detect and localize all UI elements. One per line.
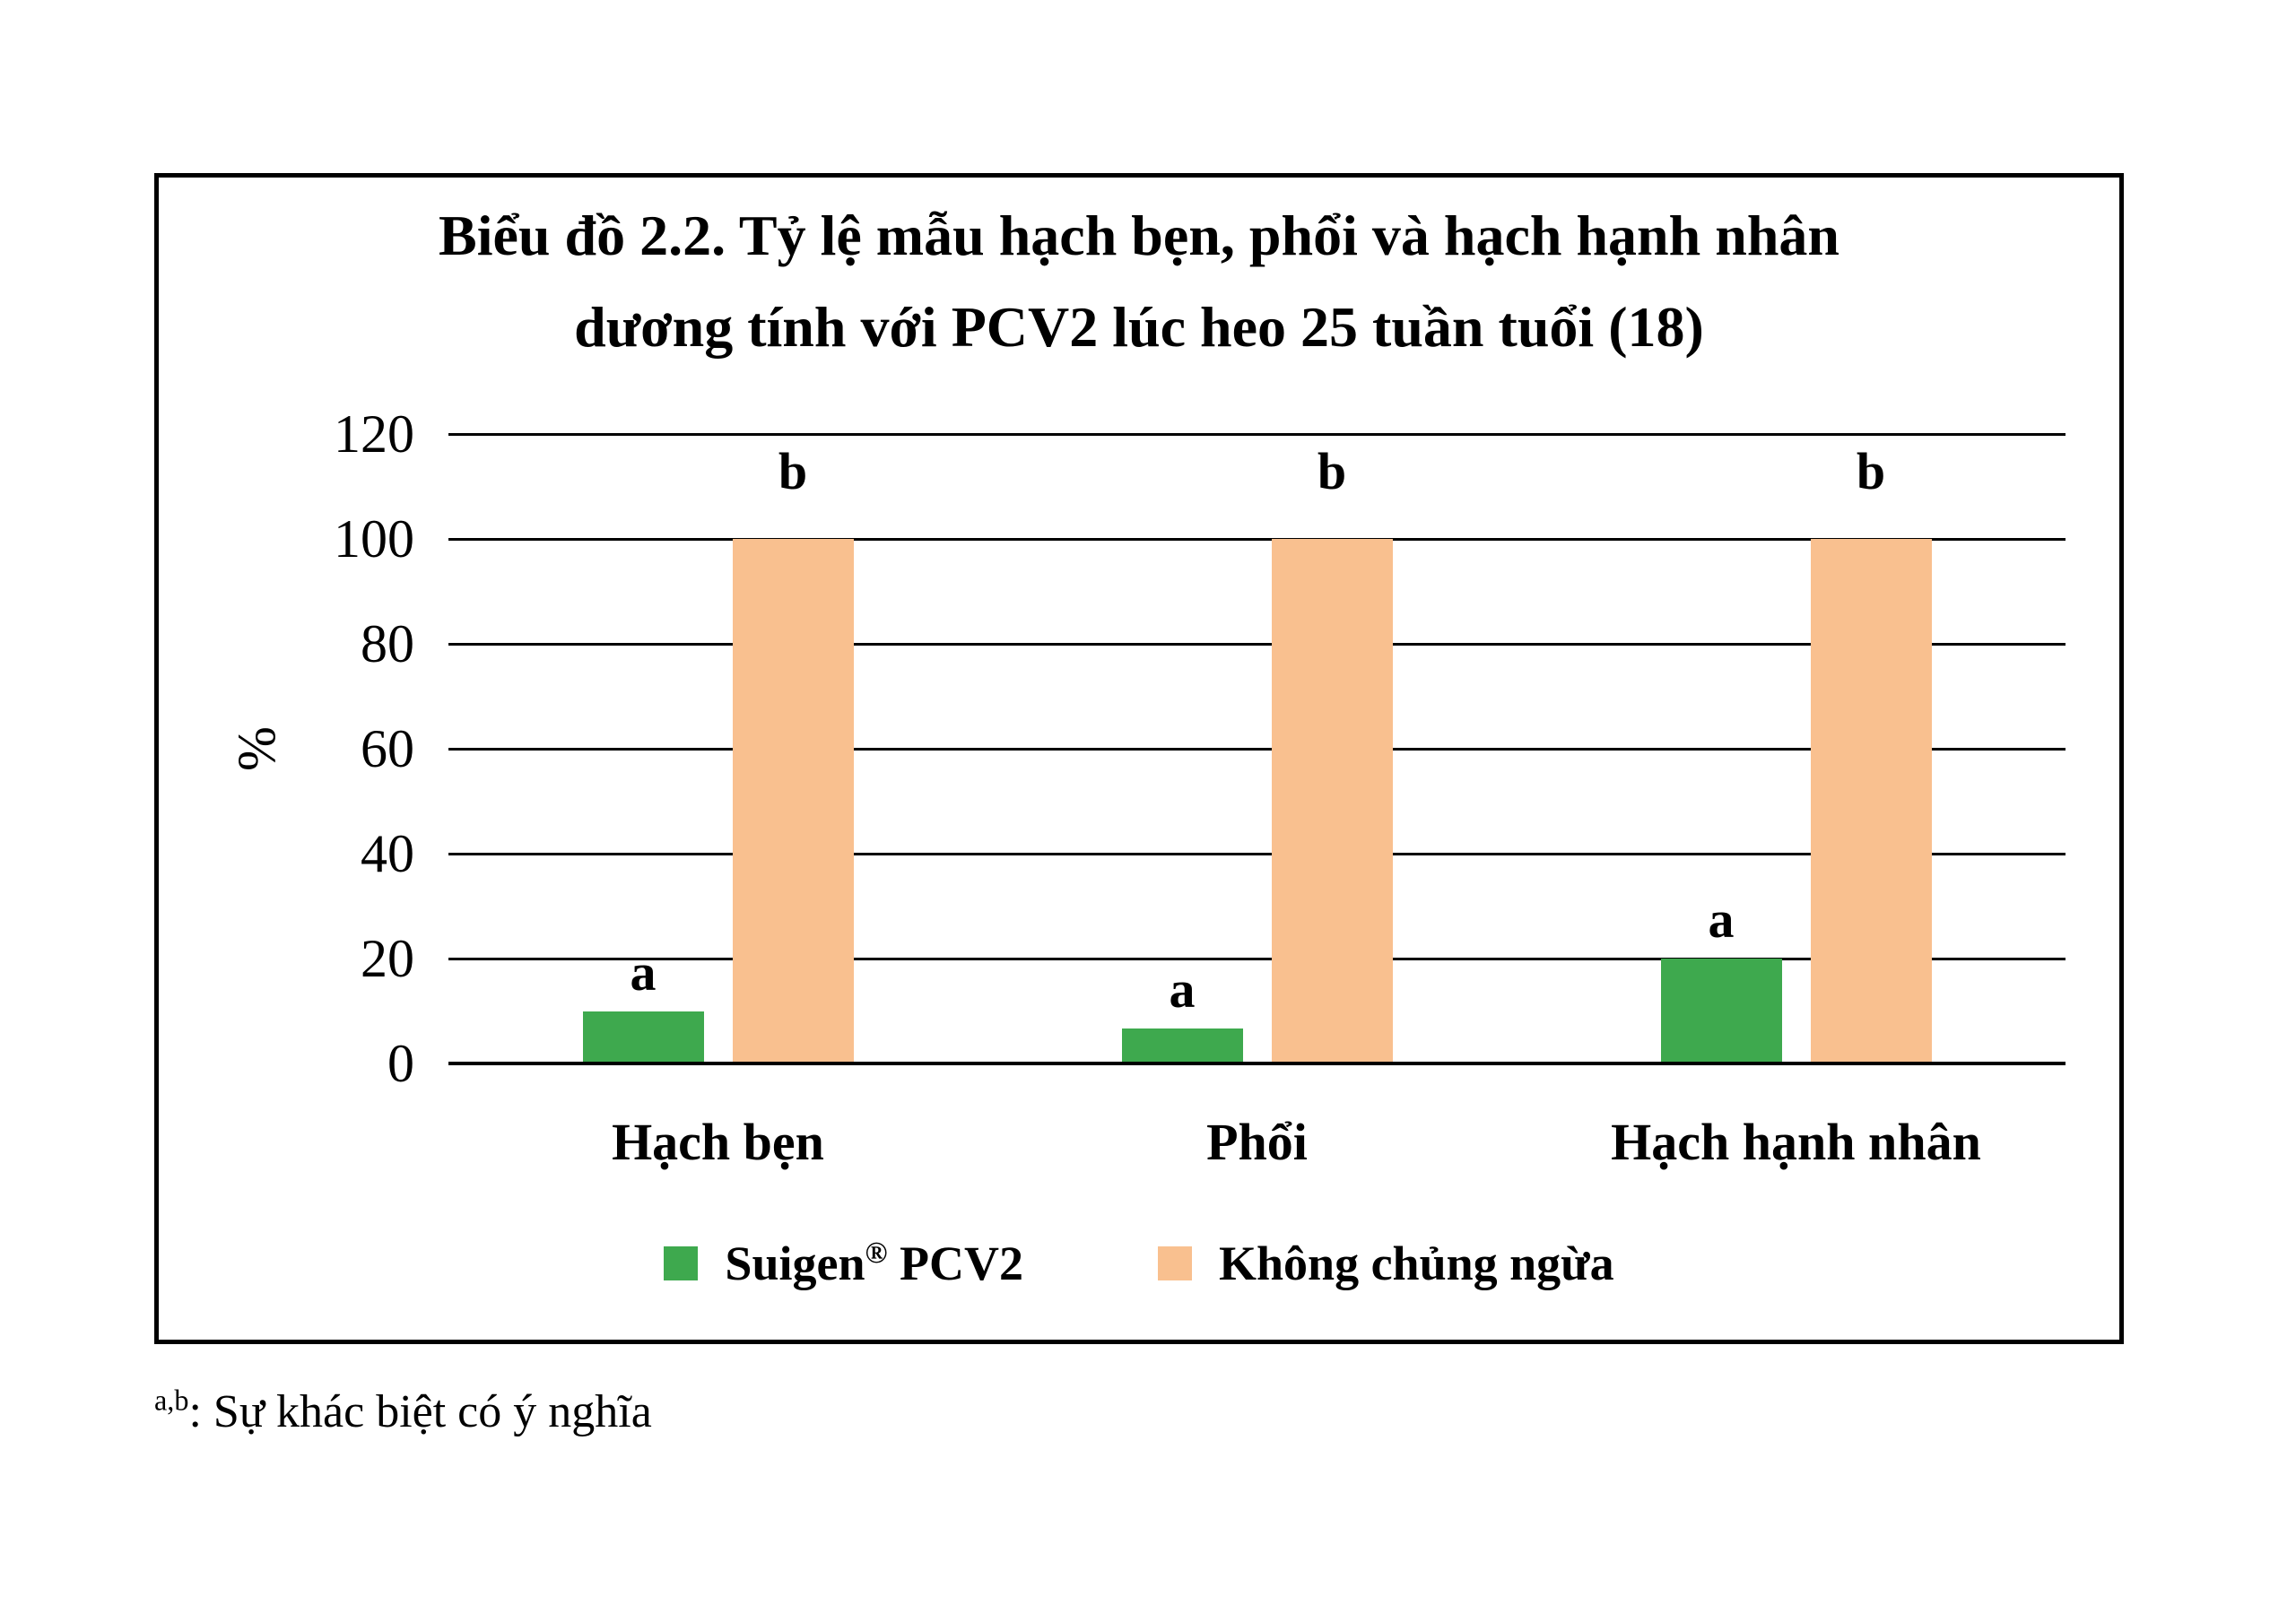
footnote-text: : Sự khác biệt có ý nghĩa xyxy=(188,1386,652,1437)
legend-swatch-suigen-pcv2 xyxy=(664,1246,699,1280)
footnote: a,b: Sự khác biệt có ý nghĩa xyxy=(154,1385,652,1439)
legend-item-suigen-pcv2: Suigen® PCV2 xyxy=(664,1237,1023,1289)
chart-title: Biểu đồ 2.2. Tỷ lệ mẫu hạch bẹn, phổi và… xyxy=(154,190,2124,373)
chart-border-box xyxy=(154,173,2124,1344)
chart-legend: Suigen® PCV2 Không chủng ngừa xyxy=(154,1237,2124,1289)
legend-label-khong-chung-ngua: Không chủng ngừa xyxy=(1219,1237,1614,1290)
legend-swatch-khong-chung-ngua xyxy=(1158,1246,1192,1280)
legend-item-khong-chung-ngua: Không chủng ngừa xyxy=(1158,1237,1614,1289)
registered-trademark-symbol: ® xyxy=(865,1237,888,1270)
y-axis-label: % xyxy=(227,726,286,771)
chart-title-line-2: dương tính với PCV2 lúc heo 25 tuần tuổi… xyxy=(574,295,1704,359)
legend-label-suigen-pcv2: Suigen® PCV2 xyxy=(725,1237,1023,1290)
footnote-superscript: a,b xyxy=(154,1384,189,1417)
chart-title-line-1: Biểu đồ 2.2. Tỷ lệ mẫu hạch bẹn, phổi và… xyxy=(439,204,1839,267)
